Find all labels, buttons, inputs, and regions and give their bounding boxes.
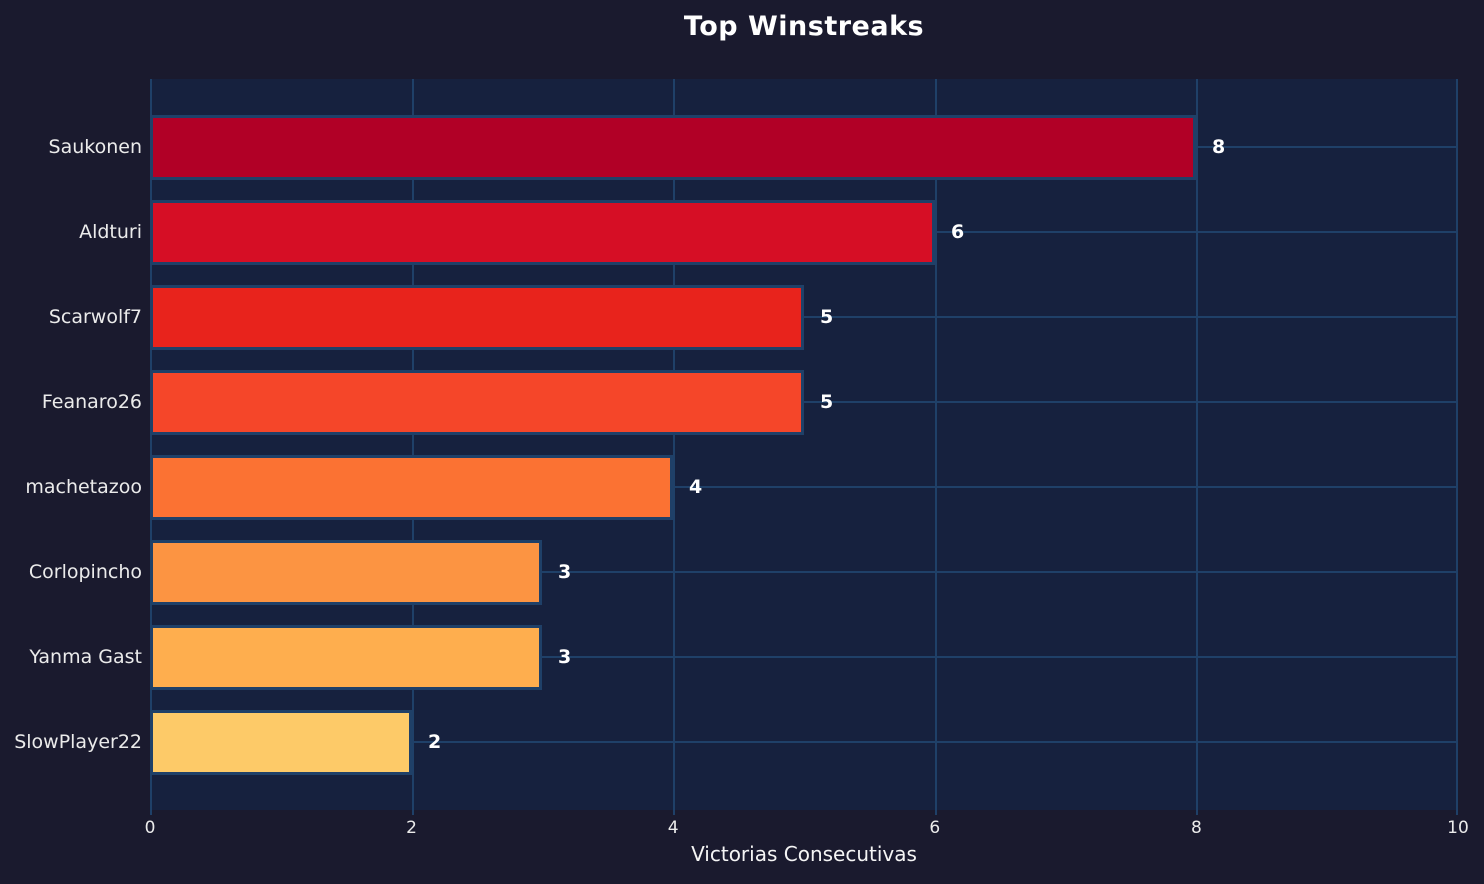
horizontal-gridline xyxy=(150,571,1458,573)
y-category-label: Aldturi xyxy=(79,221,142,243)
plot-area: 8 6 5 5 4 3 3 2 xyxy=(150,79,1458,810)
y-category-label: Corlopincho xyxy=(28,561,142,583)
x-tick-mark xyxy=(934,810,937,815)
x-tick-label: 2 xyxy=(406,818,418,838)
x-tick-label: 0 xyxy=(144,818,156,838)
x-tick-label: 10 xyxy=(1447,818,1469,838)
x-axis-title: Victorias Consecutivas xyxy=(691,842,917,866)
y-axis-labels: Saukonen Aldturi Scarwolf7 Feanaro26 macheta… xyxy=(0,79,142,810)
x-tick-mark xyxy=(150,810,152,815)
x-tick-label: 4 xyxy=(667,818,679,838)
bar-corlopincho xyxy=(150,540,542,605)
vertical-gridline xyxy=(934,79,937,810)
y-category-label: Saukonen xyxy=(48,136,142,158)
bar-saukonen xyxy=(150,115,1196,180)
bar-value-label: 6 xyxy=(951,221,965,243)
y-category-label: Yanma Gast xyxy=(29,646,142,668)
x-tick-label: 6 xyxy=(929,818,941,838)
vertical-gridline xyxy=(673,79,676,810)
vertical-gridline xyxy=(1196,79,1199,810)
horizontal-gridline xyxy=(150,741,1458,743)
vertical-gridline xyxy=(150,79,152,810)
bar-value-label: 5 xyxy=(820,391,834,413)
x-tick-mark xyxy=(673,810,676,815)
horizontal-gridline xyxy=(150,401,1458,403)
y-category-label: machetazoo xyxy=(25,476,142,498)
bar-slowplayer22 xyxy=(150,710,412,775)
bar-value-label: 2 xyxy=(428,731,442,753)
x-tick-mark xyxy=(1456,810,1458,815)
bar-aldturi xyxy=(150,200,935,265)
y-category-label: Scarwolf7 xyxy=(48,306,142,328)
chart-title: Top Winstreaks xyxy=(683,11,925,42)
horizontal-gridline xyxy=(150,316,1458,318)
vertical-gridline xyxy=(411,79,414,810)
bar-yanma-gast xyxy=(150,625,542,690)
bar-value-label: 3 xyxy=(558,561,572,583)
bar-value-label: 3 xyxy=(558,646,572,668)
horizontal-gridline xyxy=(150,656,1458,658)
x-tick-label: 8 xyxy=(1190,818,1202,838)
vertical-gridline xyxy=(1456,79,1458,810)
bar-value-label: 8 xyxy=(1212,136,1226,158)
horizontal-gridline xyxy=(150,486,1458,488)
x-tick-mark xyxy=(1196,810,1199,815)
bar-scarwolf7 xyxy=(150,285,804,350)
bar-machetazoo xyxy=(150,455,673,520)
bar-value-label: 4 xyxy=(689,476,703,498)
bar-value-label: 5 xyxy=(820,306,834,328)
x-tick-mark xyxy=(411,810,414,815)
bar-feanaro26 xyxy=(150,370,804,435)
y-category-label: Feanaro26 xyxy=(41,391,142,413)
x-axis: 0 2 4 6 8 10 xyxy=(145,810,1469,850)
y-category-label: SlowPlayer22 xyxy=(14,731,142,753)
